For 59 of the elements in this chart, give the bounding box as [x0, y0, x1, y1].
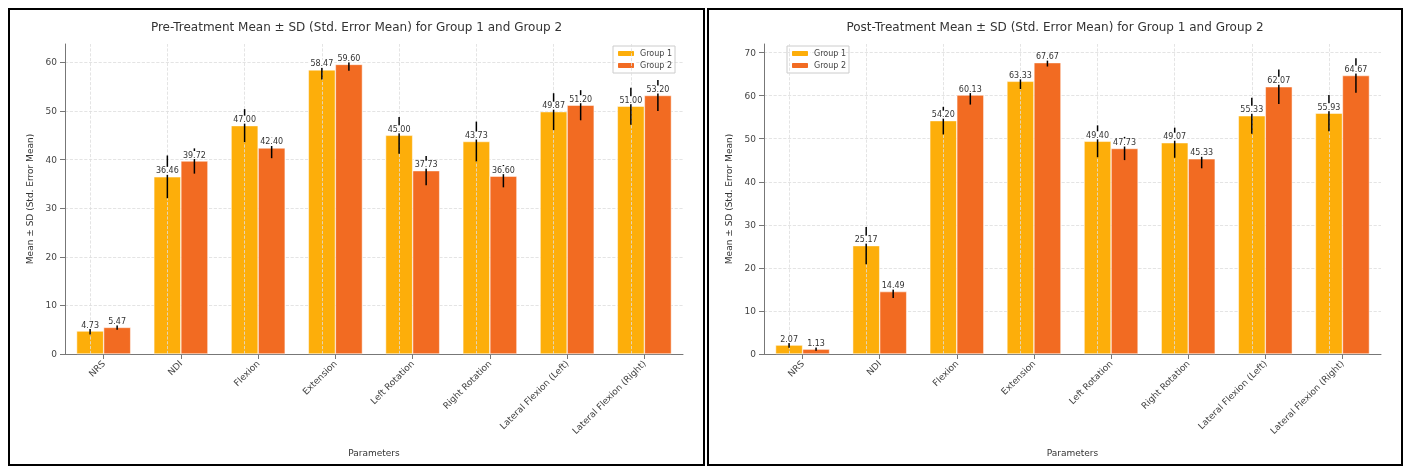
x-tick-label: NDI	[864, 358, 884, 378]
data-label: 37.73	[414, 160, 438, 170]
y-tick-label: 0	[750, 349, 757, 359]
data-label: 59.60	[337, 53, 361, 63]
y-tick-label: 50	[744, 133, 757, 144]
legend-label: Group 1	[814, 49, 846, 58]
y-tick-label: 60	[744, 90, 757, 101]
data-label: 45.33	[1190, 148, 1214, 158]
y-tick-label: 30	[45, 203, 58, 214]
x-tick-label: NDI	[165, 358, 185, 378]
data-label: 51.00	[619, 95, 643, 105]
x-axis-title: Parameters	[348, 447, 401, 458]
y-axis-title: Mean ± SD (Std. Error Mean)	[724, 133, 735, 265]
data-label: 49.87	[542, 101, 566, 111]
data-label: 39.72	[182, 150, 206, 160]
data-label: 55.33	[1240, 105, 1264, 115]
legend-label: Group 2	[640, 61, 673, 70]
data-label: 67.67	[1035, 52, 1059, 62]
y-tick-label: 20	[744, 262, 757, 273]
y-tick-label: 60	[45, 57, 58, 68]
data-label: 58.47	[310, 59, 334, 69]
data-label: 36.46	[155, 166, 179, 176]
data-label: 4.73	[81, 320, 100, 330]
data-label: 36.60	[491, 165, 515, 175]
data-label: 42.40	[260, 137, 284, 147]
data-label: 53.20	[646, 85, 670, 94]
y-tick-label: 10	[45, 300, 58, 311]
data-label: 49.40	[1086, 130, 1110, 140]
chart-title: Pre-Treatment Mean ± SD (Std. Error Mean) for Group 1 and Group 2	[150, 20, 563, 34]
y-tick-label: 20	[45, 251, 58, 262]
data-label: 55.93	[1317, 102, 1341, 112]
data-label: 45.00	[387, 124, 411, 134]
y-tick-label: 10	[744, 305, 757, 316]
data-label: 64.67	[1344, 65, 1368, 75]
data-label: 60.13	[958, 84, 982, 94]
x-axis-title: Parameters	[1046, 447, 1099, 458]
data-label: 49.07	[1163, 132, 1187, 142]
legend-label: Group 2	[814, 61, 846, 70]
legend-label: Group 1	[640, 49, 673, 58]
y-tick-label: 50	[45, 106, 58, 117]
data-label: 51.20	[569, 94, 593, 104]
data-label: 47.73	[1113, 138, 1137, 147]
y-tick-label: 0	[51, 349, 58, 359]
data-label: 2.07	[780, 334, 798, 344]
data-label: 1.13	[807, 338, 825, 348]
y-tick-label: 30	[744, 219, 757, 230]
data-label: 14.49	[881, 281, 905, 291]
data-label: 54.20	[931, 110, 955, 120]
y-tick-label: 70	[744, 47, 757, 58]
chart-title: Post-Treatment Mean ± SD (Std. Error Mean) for Group 1 and Group 2	[846, 20, 1264, 34]
y-axis-title: Mean ± SD (Std. Error Mean)	[25, 133, 36, 265]
data-label: 25.17	[854, 235, 878, 245]
y-tick-label: 40	[45, 154, 58, 165]
data-label: 5.47	[108, 316, 127, 326]
data-label: 62.07	[1267, 76, 1291, 86]
data-label: 43.73	[464, 131, 488, 141]
data-label: 47.00	[233, 115, 257, 125]
data-label: 63.33	[1008, 70, 1032, 80]
y-tick-label: 40	[744, 176, 757, 187]
